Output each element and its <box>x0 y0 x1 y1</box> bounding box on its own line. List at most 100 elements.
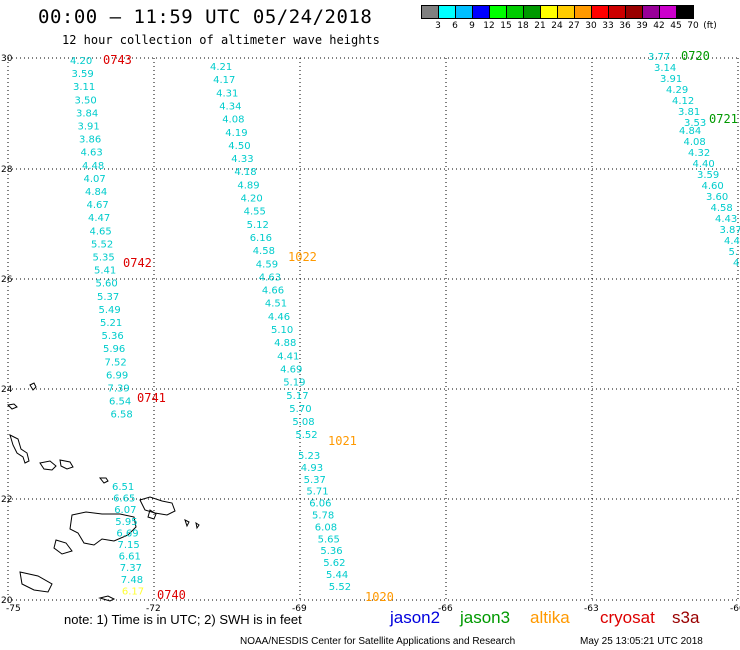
wave-height-value: 7.15 <box>118 540 140 551</box>
colorbar-label: (ft) <box>703 21 717 31</box>
wave-height-value: 4.19 <box>225 128 247 139</box>
wave-height-value: 5.37 <box>97 292 119 303</box>
wave-height-value: 4.51 <box>265 299 287 310</box>
wave-height-value: 3.87 <box>720 225 740 236</box>
wave-height-value: 3.59 <box>72 69 94 80</box>
wave-height-value: 4.41 <box>277 351 299 362</box>
wave-height-value: 4.43 <box>715 214 737 225</box>
colorbar-label: 42 <box>653 21 665 31</box>
credit-line: NOAA/NESDIS Center for Satellite Applica… <box>240 636 516 647</box>
wave-height-value: 6.61 <box>119 552 141 563</box>
island-virgin <box>184 519 190 528</box>
wave-height-value: 3.50 <box>75 95 97 106</box>
colorbar-labels: 3 6 9 12 15 18 21 24 27 30 33 36 39 42 45 70 (ft) <box>421 21 740 33</box>
colorbar-label: 9 <box>469 21 475 31</box>
wave-height-value: 4.84 <box>85 187 107 198</box>
wave-height-value: 6.17 <box>122 586 144 597</box>
lat-lon-grid: -75 -72 -69 -66 -63 -60 30 28 26 24 22 20 <box>1 54 740 614</box>
wave-height-value: 4.07 <box>84 174 106 185</box>
wave-height-value: 5.41 <box>94 266 116 277</box>
island-haiti-west <box>53 539 73 555</box>
lat-tick-label: 26 <box>1 275 13 285</box>
island-andros <box>6 403 18 410</box>
wave-height-value: 4.60 <box>702 181 724 192</box>
wave-height-value: 7.37 <box>120 563 142 574</box>
lon-tick-label: -72 <box>146 604 161 614</box>
lat-tick-label: 22 <box>1 495 12 505</box>
wave-height-value: 5. <box>729 247 739 258</box>
wave-height-value: 4.88 <box>274 338 296 349</box>
wave-height-value: 4.66 <box>262 286 284 297</box>
island-bahamas-north <box>29 382 37 391</box>
wave-height-value: 5.96 <box>103 344 125 355</box>
wave-height-value: 4.12 <box>672 96 694 107</box>
wave-height-value: 3.91 <box>660 74 682 85</box>
lat-tick-label: 30 <box>1 54 13 64</box>
wave-height-value: 3.81 <box>678 107 700 118</box>
wave-height-value: 4.69 <box>280 364 302 375</box>
footnote: note: 1) Time is in UTC; 2) SWH is in fe… <box>64 612 302 627</box>
lon-tick-label: -69 <box>292 604 307 614</box>
island-anguilla <box>195 521 200 530</box>
wave-height-value: 6.54 <box>109 397 131 408</box>
wave-height-value: 4.46 <box>268 312 290 323</box>
wave-height-value: 3.53 <box>684 118 706 129</box>
wave-height-value: 4.84 <box>679 126 701 137</box>
colorbar-label: 45 <box>670 21 682 31</box>
wave-height-value: 4.20 <box>241 194 263 205</box>
pass-time-label: 0742 <box>123 256 152 270</box>
wave-height-value: 6.99 <box>106 370 128 381</box>
colorbar-label: 12 <box>483 21 495 31</box>
colorbar-label: 33 <box>602 21 614 31</box>
wave-height-value: 5.52 <box>329 582 351 593</box>
wave-height-value: 3.84 <box>76 108 98 119</box>
lat-tick-label: 20 <box>1 596 13 606</box>
wave-height-value: 5.37 <box>304 475 326 486</box>
island-caicos <box>147 509 157 520</box>
wave-height-value: 4.08 <box>684 137 706 148</box>
pass-time-label: 0741 <box>137 391 166 405</box>
wave-height-value: 5.71 <box>306 487 328 498</box>
wave-height-value: 3.60 <box>706 192 728 203</box>
colorbar-label: 24 <box>551 21 563 31</box>
colorbar-label: 70 <box>687 21 699 31</box>
colorbar-label: 3 <box>435 21 441 31</box>
wave-height-value: 4.63 <box>259 272 281 283</box>
island-cuba-east <box>9 434 30 464</box>
legend-altika: altika <box>530 608 570 627</box>
wave-height-value: 4.48 <box>82 161 104 172</box>
lon-tick-label: -63 <box>584 604 599 614</box>
lat-tick-label: 24 <box>1 385 13 395</box>
wave-height-value: 7.48 <box>121 575 143 586</box>
wave-height-value: 4.34 <box>219 102 241 113</box>
wave-height-value: 5.49 <box>99 305 121 316</box>
wave-height-value: 5.23 <box>298 451 320 462</box>
wave-height-value: 4.58 <box>253 246 275 257</box>
wave-height-value: 3.11 <box>73 82 95 93</box>
wave-height-value: 7.39 <box>108 384 130 395</box>
island-hispaniola <box>69 511 137 546</box>
pass-time-label: 1020 <box>365 590 394 604</box>
wave-height-value: 5.12 <box>247 220 269 231</box>
pass-time-label: 1022 <box>288 250 317 264</box>
wave-height-value: 5.95 <box>115 517 137 528</box>
wave-height-value: 5.78 <box>312 511 334 522</box>
wave-height-value: 4.18 <box>234 167 256 178</box>
wave-height-value: 3.14 <box>654 63 676 74</box>
wave-height-value: 6.08 <box>315 522 337 533</box>
wave-height-value: 4.32 <box>688 148 710 159</box>
wave-height-value: 4. <box>733 258 740 269</box>
legend-jason2: jason2 <box>390 608 441 627</box>
colorbar-label: 6 <box>452 21 458 31</box>
pass-time-label: 0740 <box>157 588 186 602</box>
colorbar-label: 36 <box>619 21 631 31</box>
wave-height-value: 6.16 <box>250 233 272 244</box>
wave-height-value: 4.89 <box>237 180 259 191</box>
wave-height-colorbar <box>421 5 694 19</box>
wave-height-value: 4.20 <box>70 56 92 67</box>
island-great-inagua <box>59 459 74 470</box>
wave-height-value: 4.50 <box>228 141 250 152</box>
lat-tick-label: 28 <box>1 165 13 175</box>
wave-height-value: 4.33 <box>231 154 253 165</box>
colorbar-label: 27 <box>568 21 580 31</box>
